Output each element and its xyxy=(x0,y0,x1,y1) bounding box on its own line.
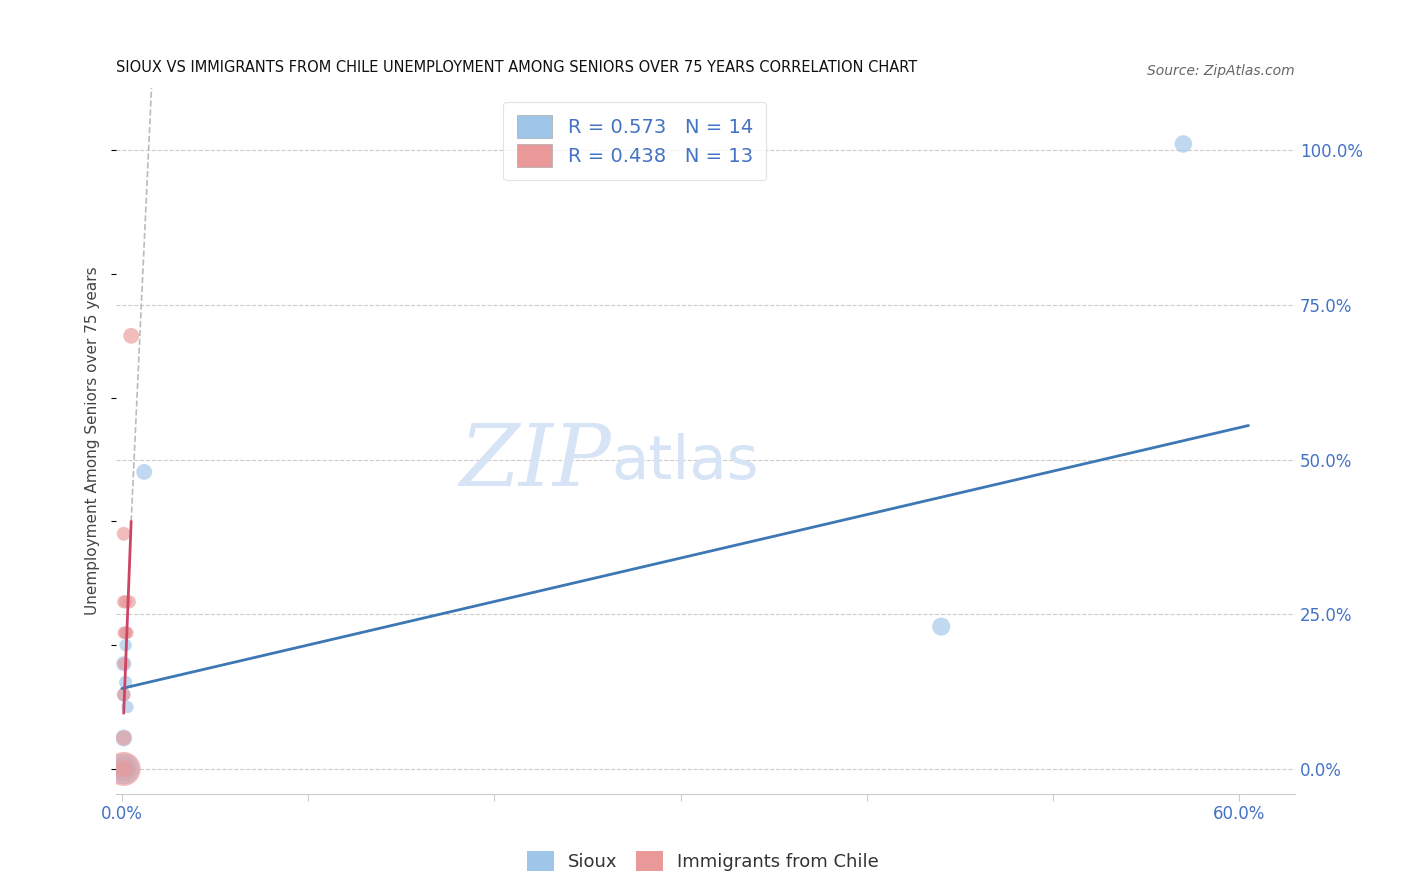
Text: atlas: atlas xyxy=(612,433,759,491)
Text: Source: ZipAtlas.com: Source: ZipAtlas.com xyxy=(1147,63,1295,78)
Legend: Sioux, Immigrants from Chile: Sioux, Immigrants from Chile xyxy=(520,844,886,879)
Point xyxy=(117,625,139,640)
Point xyxy=(112,731,135,745)
Point xyxy=(120,328,142,343)
Point xyxy=(112,731,135,745)
Point xyxy=(114,675,136,690)
Point xyxy=(134,465,156,479)
Point xyxy=(117,700,139,714)
Text: ZIP: ZIP xyxy=(460,421,612,503)
Text: SIOUX VS IMMIGRANTS FROM CHILE UNEMPLOYMENT AMONG SENIORS OVER 75 YEARS CORRELAT: SIOUX VS IMMIGRANTS FROM CHILE UNEMPLOYM… xyxy=(117,60,918,75)
Point xyxy=(114,638,136,652)
Legend: R = 0.573   N = 14, R = 0.438   N = 13: R = 0.573 N = 14, R = 0.438 N = 13 xyxy=(503,102,766,180)
Point xyxy=(112,625,135,640)
Point xyxy=(929,619,952,633)
Point xyxy=(118,595,141,609)
Point xyxy=(114,625,136,640)
Point xyxy=(117,762,139,776)
Point xyxy=(112,762,135,776)
Point xyxy=(112,657,135,671)
Point xyxy=(112,595,135,609)
Point xyxy=(114,625,136,640)
Point xyxy=(112,762,135,776)
Point xyxy=(118,762,141,776)
Y-axis label: Unemployment Among Seniors over 75 years: Unemployment Among Seniors over 75 years xyxy=(86,267,100,615)
Point xyxy=(112,762,135,776)
Point xyxy=(1173,136,1195,151)
Point xyxy=(112,526,135,541)
Point xyxy=(112,762,135,776)
Point xyxy=(112,688,135,702)
Point xyxy=(112,657,135,671)
Point xyxy=(112,688,135,702)
Point xyxy=(114,595,136,609)
